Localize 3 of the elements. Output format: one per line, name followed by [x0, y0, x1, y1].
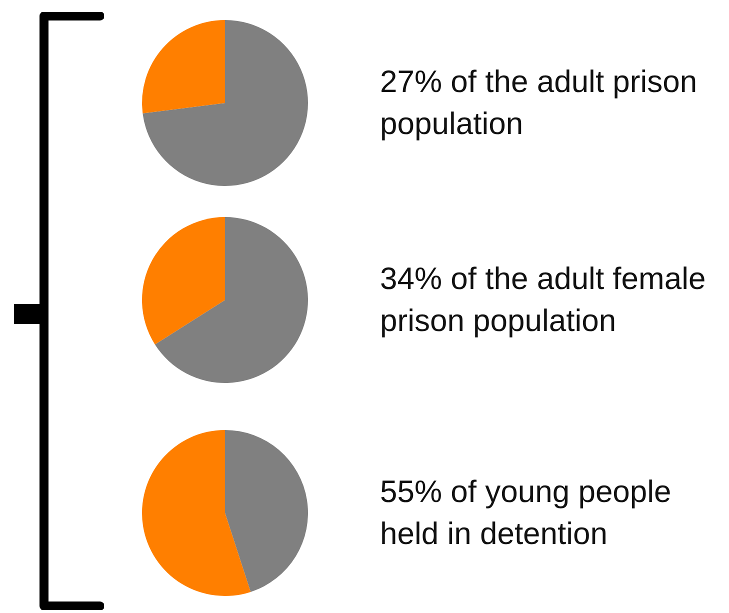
text: 34% of the adult female prison population — [380, 260, 707, 340]
text: 27% of the adult prison population — [380, 63, 698, 143]
text: 55% of young people held in detention — [380, 473, 672, 553]
